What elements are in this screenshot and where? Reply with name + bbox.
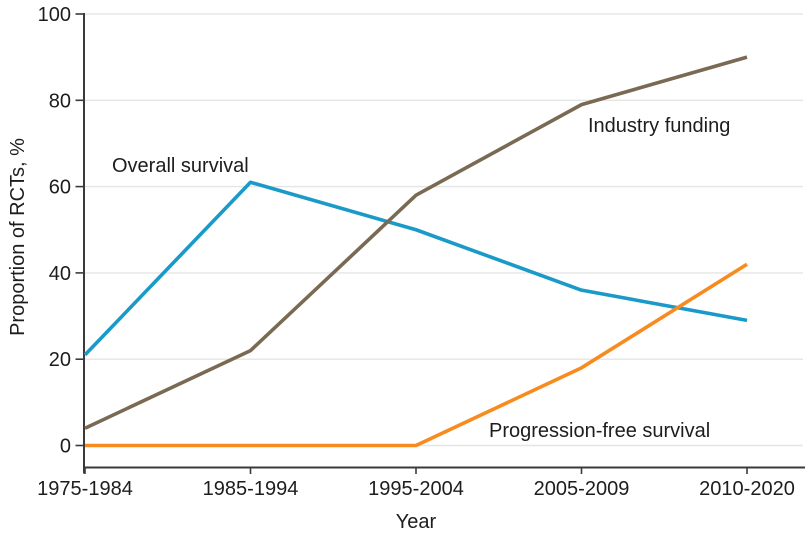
x-tick-label: 2010-2020 bbox=[699, 478, 795, 500]
x-axis-title: Year bbox=[396, 511, 437, 533]
series-line-overall-survival bbox=[83, 180, 748, 357]
y-tick-label: 80 bbox=[49, 90, 71, 112]
y-tick-label: 20 bbox=[49, 349, 71, 371]
x-tick-label: 1995-2004 bbox=[368, 478, 464, 500]
series-label-progression-free-survival: Progression-free survival bbox=[489, 420, 710, 442]
series-line-industry-funding bbox=[84, 55, 748, 430]
series-label-industry-funding: Industry funding bbox=[588, 115, 730, 137]
y-axis-title: Proportion of RCTs, % bbox=[7, 138, 29, 336]
series-label-overall-survival: Overall survival bbox=[112, 155, 249, 177]
series-line-progression-free-survival bbox=[85, 262, 748, 448]
y-tick-label: 100 bbox=[38, 4, 71, 26]
x-tick-label: 1975-1984 bbox=[37, 478, 133, 500]
y-tick-label: 60 bbox=[49, 177, 71, 199]
y-tick-label: 0 bbox=[60, 436, 71, 458]
x-tick-label: 2005-2009 bbox=[534, 478, 630, 500]
y-tick-label: 40 bbox=[49, 263, 71, 285]
x-tick-label: 1985-1994 bbox=[203, 478, 299, 500]
